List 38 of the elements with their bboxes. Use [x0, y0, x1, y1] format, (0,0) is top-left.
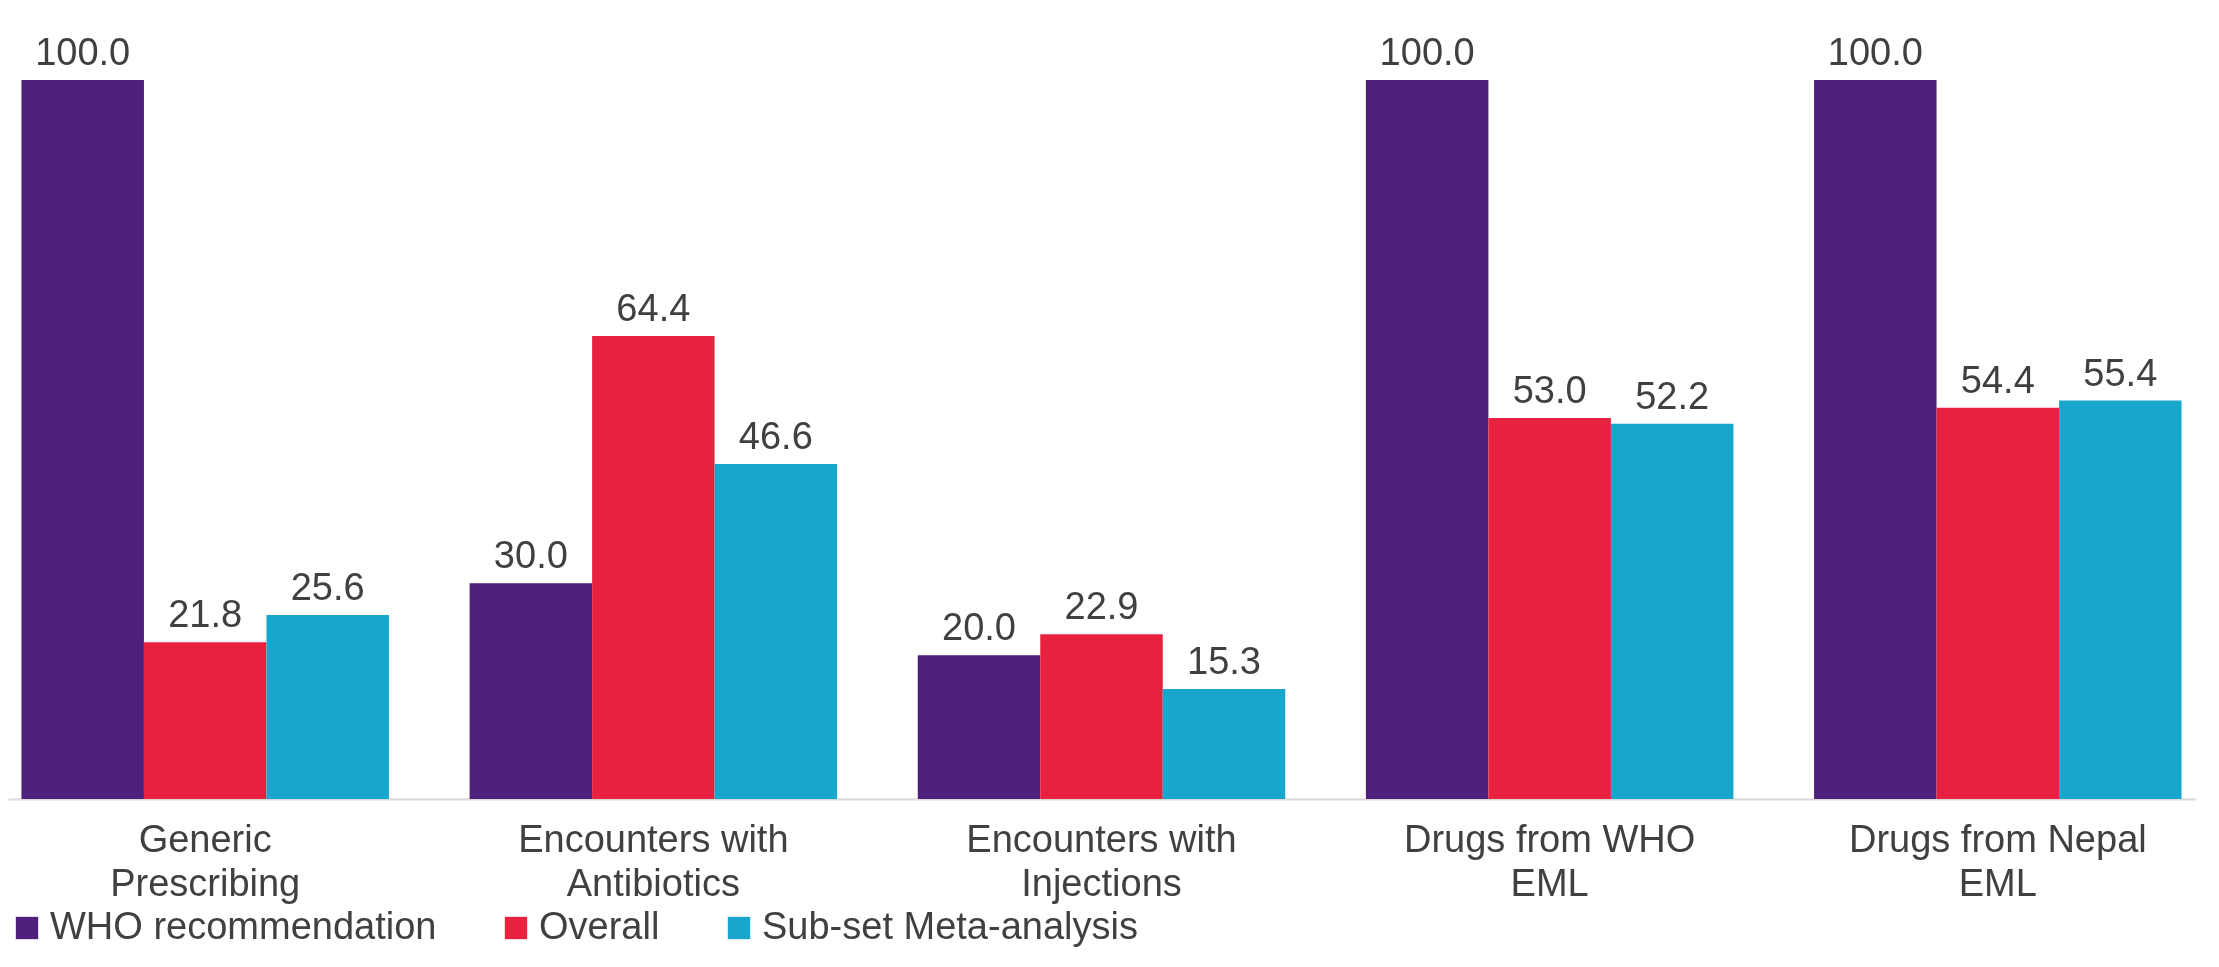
x-tick-label: Generic Prescribing — [110, 817, 301, 904]
data-label: 64.4 — [616, 286, 691, 329]
bar — [1814, 79, 1937, 799]
bar — [469, 583, 593, 799]
data-label: 55.4 — [2083, 351, 2158, 394]
data-label: 46.6 — [738, 414, 813, 457]
data-label: 20.0 — [942, 606, 1016, 649]
bar — [1610, 423, 1734, 799]
data-label: 54.4 — [1960, 358, 2035, 401]
legend-label: Sub-set Meta-analysis — [762, 905, 1138, 947]
bar — [143, 642, 267, 799]
bar — [1488, 417, 1611, 799]
bar — [917, 655, 1041, 799]
bar — [592, 335, 715, 799]
data-label: 52.2 — [1635, 374, 1710, 417]
data-label: 100.0 — [35, 30, 131, 73]
data-label: 15.3 — [1187, 639, 1261, 682]
x-tick-label: Encounters with Antibiotics — [518, 817, 789, 904]
data-label: 25.6 — [290, 565, 365, 608]
bar — [2059, 400, 2182, 799]
bar — [1936, 407, 2060, 799]
data-label: 30.0 — [493, 534, 568, 577]
data-label: 100.0 — [1379, 30, 1475, 73]
x-tick-label: Drugs from WHO EML — [1403, 817, 1696, 904]
bar — [1040, 634, 1163, 799]
data-label: 22.9 — [1064, 585, 1139, 628]
bar — [714, 463, 838, 799]
legend-label: Overall — [539, 905, 660, 947]
bar — [266, 614, 389, 799]
bar — [1365, 79, 1489, 799]
data-label: 100.0 — [1827, 30, 1923, 73]
legend-label: WHO recommendation — [50, 905, 437, 947]
x-tick-label: Encounters with Injections — [966, 817, 1237, 904]
bar — [21, 79, 144, 799]
x-tick-label: Drugs from Nepal EML — [1848, 817, 2147, 904]
data-label: 53.0 — [1512, 368, 1587, 411]
data-label: 21.8 — [168, 593, 243, 636]
bar — [1162, 688, 1286, 799]
